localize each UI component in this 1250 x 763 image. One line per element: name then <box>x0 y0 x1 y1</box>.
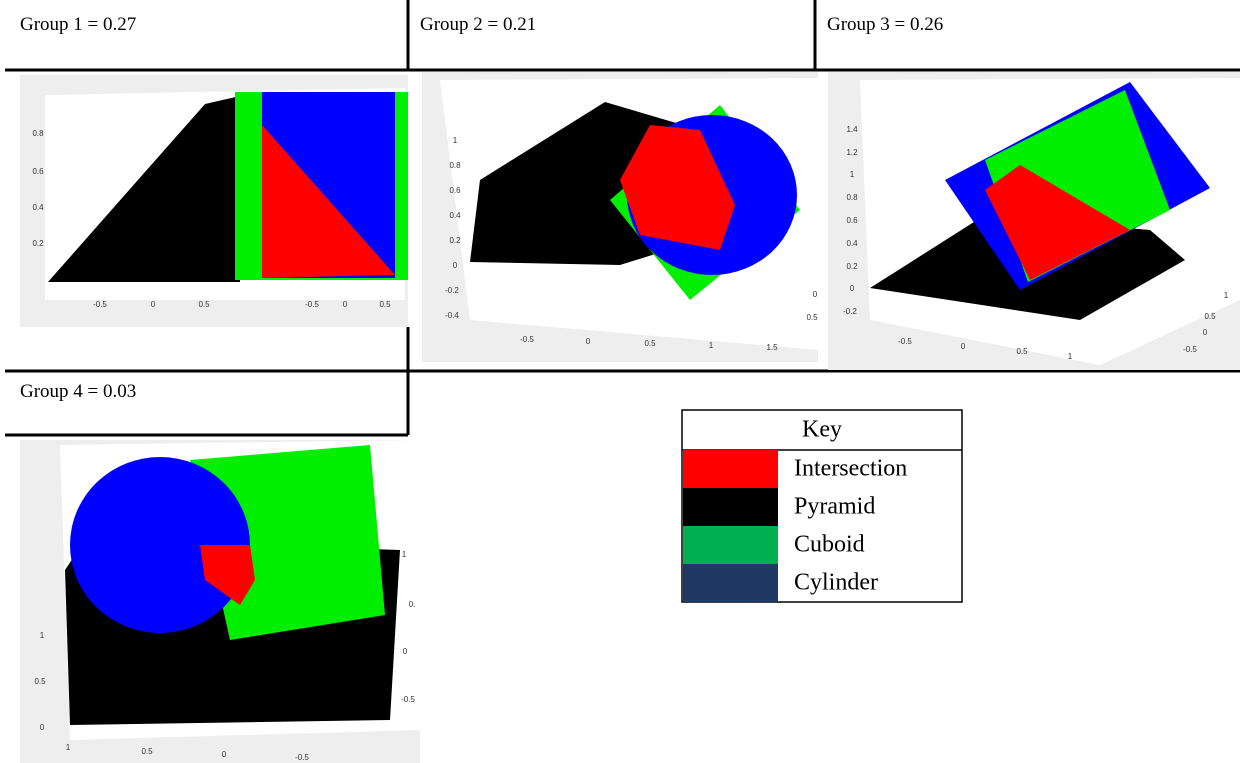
plot-4 <box>20 440 420 763</box>
key-swatch <box>683 450 778 488</box>
tick-label: 0.5 <box>1204 312 1216 321</box>
tick-label: 0.2 <box>32 239 44 248</box>
tick-label: -0.5 <box>898 337 912 346</box>
tick-label: 1 <box>402 550 407 559</box>
tick-label: 1 <box>66 743 71 752</box>
tick-label: 1 <box>850 170 855 179</box>
tick-label: 0.5 <box>34 677 46 686</box>
plot-3 <box>828 72 1240 370</box>
tick-label: 1 <box>1224 291 1229 300</box>
tick-label: -0.5 <box>305 300 319 309</box>
tick-label: 0.8 <box>846 193 858 202</box>
tick-label: 0 <box>222 750 227 759</box>
tick-label: -0.2 <box>843 307 857 316</box>
tick-label: 0.5 <box>198 300 210 309</box>
tick-label: 0.8 <box>32 129 44 138</box>
key-swatch <box>683 564 778 602</box>
tick-label: 1.2 <box>846 148 858 157</box>
tick-label: 0 <box>850 284 855 293</box>
tick-label: 0 <box>453 261 458 270</box>
tick-label: 1 <box>709 341 714 350</box>
tick-label: 0.4 <box>846 239 858 248</box>
tick-label: 0 <box>343 300 348 309</box>
tick-label: 0.4 <box>449 211 461 220</box>
plot-2 <box>422 72 818 362</box>
panel-title: Group 2 = 0.21 <box>420 14 536 35</box>
tick-label: 1.5 <box>766 343 778 352</box>
tick-label: 0.6 <box>846 216 858 225</box>
tick-label: -0.5 <box>1183 345 1197 354</box>
panel-title: Group 3 = 0.26 <box>827 14 943 35</box>
tick-label: 0 <box>40 723 45 732</box>
tick-label: -0.4 <box>445 311 459 320</box>
tick-label: 0.6 <box>32 167 44 176</box>
tick-label: 0 <box>961 342 966 351</box>
tick-label: 0.2 <box>449 236 461 245</box>
tick-label: 0 <box>813 290 818 299</box>
tick-label: 1 <box>40 631 45 640</box>
tick-label: 1 <box>1068 352 1073 361</box>
tick-label: 0. <box>409 600 416 609</box>
key-label: Intersection <box>794 456 907 482</box>
tick-label: 0 <box>1203 328 1208 337</box>
tick-label: 0.5 <box>806 313 818 322</box>
key-label: Cylinder <box>794 570 878 596</box>
tick-label: -0.5 <box>401 695 415 704</box>
tick-label: 0 <box>586 337 591 346</box>
tick-label: 0.4 <box>32 203 44 212</box>
tick-label: 0.5 <box>644 339 656 348</box>
tick-label: -0.5 <box>295 753 309 762</box>
tick-label: 0 <box>403 647 408 656</box>
tick-label: -0.5 <box>520 335 534 344</box>
tick-label: 0.5 <box>141 747 153 756</box>
tick-label: 0.5 <box>379 300 391 309</box>
panel-title: Group 1 = 0.27 <box>20 14 136 35</box>
tick-label: 0 <box>151 300 156 309</box>
plot-1 <box>20 75 408 327</box>
panel-title: Group 4 = 0.03 <box>20 381 136 402</box>
key-label: Cuboid <box>794 532 865 558</box>
tick-label: 0.6 <box>449 186 461 195</box>
tick-label: 0.5 <box>1016 347 1028 356</box>
figure: Group 1 = 0.27 0.8 0.6 0.4 0.2 -0.5 0 0.5 -0.5 0 0… <box>0 0 1250 763</box>
key-swatch <box>683 526 778 564</box>
key-label: Pyramid <box>794 494 875 520</box>
key-swatch <box>683 488 778 526</box>
tick-label: 1.4 <box>846 125 858 134</box>
key-title: Key <box>802 417 842 443</box>
tick-label: 0.8 <box>449 161 461 170</box>
tick-label: -0.2 <box>445 286 459 295</box>
tick-label: 1 <box>453 136 458 145</box>
tick-label: -0.5 <box>93 300 107 309</box>
tick-label: 0.2 <box>846 262 858 271</box>
